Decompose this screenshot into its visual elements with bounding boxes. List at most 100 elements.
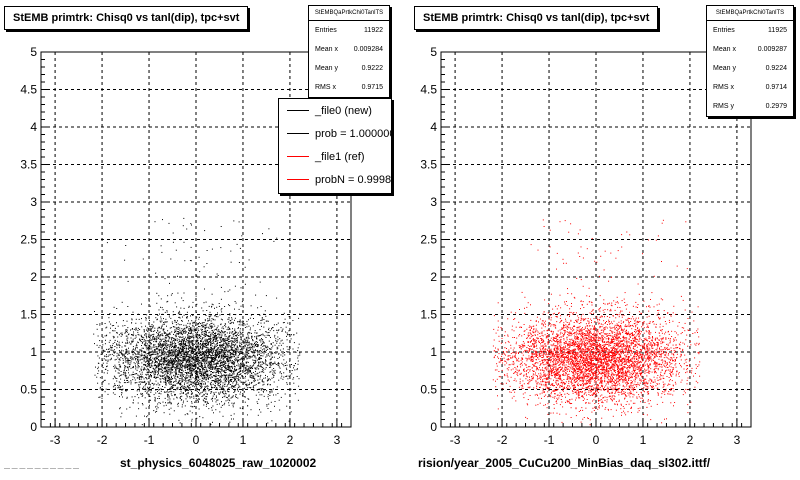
scatter-point bbox=[153, 376, 155, 378]
scatter-point bbox=[179, 361, 181, 363]
scatter-point bbox=[296, 332, 298, 334]
scatter-point bbox=[146, 378, 148, 380]
scatter-point bbox=[193, 321, 195, 323]
scatter-point bbox=[169, 363, 171, 365]
scatter-point bbox=[251, 381, 253, 383]
scatter-point bbox=[229, 400, 231, 402]
scatter-point bbox=[196, 372, 198, 374]
scatter-point bbox=[230, 337, 232, 339]
scatter-point bbox=[191, 343, 193, 345]
scatter-point bbox=[221, 368, 223, 370]
scatter-point bbox=[244, 340, 246, 342]
scatter-point bbox=[197, 345, 199, 347]
scatter-point bbox=[106, 372, 108, 374]
scatter-point bbox=[211, 293, 213, 295]
scatter-point bbox=[208, 363, 210, 365]
scatter-point bbox=[179, 317, 181, 319]
scatter-point bbox=[183, 217, 185, 219]
scatter-point bbox=[227, 363, 229, 365]
scatter-point bbox=[202, 347, 204, 349]
scatter-point bbox=[235, 353, 237, 355]
scatter-point bbox=[219, 352, 221, 354]
scatter-point bbox=[157, 368, 159, 369]
scatter-point bbox=[196, 384, 198, 386]
scatter-point bbox=[159, 368, 161, 370]
scatter-point bbox=[182, 329, 184, 331]
scatter-point bbox=[218, 351, 220, 353]
scatter-point bbox=[183, 352, 185, 354]
scatter-point bbox=[187, 364, 189, 366]
scatter-point bbox=[220, 353, 222, 355]
scatter-point bbox=[171, 387, 173, 389]
scatter-point bbox=[171, 368, 172, 370]
scatter-point bbox=[129, 356, 131, 358]
scatter-point bbox=[177, 333, 179, 335]
scatter-point bbox=[276, 297, 278, 299]
scatter-point bbox=[266, 347, 268, 349]
scatter-point bbox=[144, 390, 146, 392]
scatter-point bbox=[261, 394, 263, 396]
scatter-point bbox=[201, 339, 203, 341]
scatter-point bbox=[146, 356, 148, 358]
scatter-point bbox=[221, 330, 223, 332]
scatter-point bbox=[204, 324, 206, 326]
scatter-point bbox=[225, 346, 226, 348]
scatter-point bbox=[257, 403, 259, 404]
scatter-point bbox=[169, 380, 171, 382]
scatter-point bbox=[136, 394, 138, 396]
scatter-point bbox=[127, 367, 129, 369]
scatter-point bbox=[176, 388, 178, 390]
scatter-point bbox=[169, 347, 171, 349]
scatter-point bbox=[99, 340, 101, 342]
scatter-point bbox=[189, 379, 191, 381]
scatter-point bbox=[201, 357, 202, 359]
scatter-point bbox=[216, 337, 218, 339]
scatter-point bbox=[176, 355, 178, 357]
scatter-point bbox=[232, 406, 234, 408]
scatter-point bbox=[229, 341, 231, 342]
scatter-point bbox=[191, 358, 193, 360]
scatter-point bbox=[122, 396, 123, 398]
scatter-point bbox=[116, 355, 118, 357]
scatter-point bbox=[185, 387, 187, 389]
scatter-point bbox=[170, 393, 172, 395]
scatter-point bbox=[227, 374, 229, 376]
scatter-point bbox=[288, 334, 290, 335]
scatter-point bbox=[211, 357, 213, 359]
scatter-point bbox=[157, 318, 158, 320]
scatter-point bbox=[230, 322, 232, 324]
scatter-point bbox=[150, 372, 152, 374]
scatter-point bbox=[239, 373, 241, 375]
scatter-point bbox=[265, 374, 266, 376]
scatter-point bbox=[181, 377, 183, 379]
scatter-point bbox=[281, 373, 282, 375]
scatter-point bbox=[183, 314, 185, 316]
scatter-point bbox=[228, 354, 230, 356]
scatter-point bbox=[237, 365, 239, 367]
scatter-point bbox=[213, 339, 214, 341]
scatter-point bbox=[247, 339, 249, 341]
scatter-point bbox=[145, 345, 147, 347]
scatter-point bbox=[237, 347, 239, 349]
scatter-point bbox=[235, 339, 237, 341]
scatter-point bbox=[242, 360, 243, 362]
scatter-point bbox=[164, 341, 166, 343]
scatter-point bbox=[150, 399, 151, 401]
scatter-point bbox=[183, 366, 185, 368]
scatter-point bbox=[271, 356, 273, 358]
scatter-point bbox=[224, 339, 225, 341]
scatter-point bbox=[134, 355, 136, 357]
scatter-point bbox=[167, 300, 169, 302]
scatter-point bbox=[178, 359, 180, 361]
scatter-point bbox=[159, 313, 160, 315]
scatter-point bbox=[203, 375, 204, 376]
scatter-point bbox=[120, 386, 122, 387]
scatter-point bbox=[118, 384, 120, 386]
scatter-point bbox=[271, 391, 273, 393]
scatter-point bbox=[191, 363, 193, 365]
scatter-point bbox=[151, 370, 153, 372]
scatter-point bbox=[206, 263, 208, 264]
scatter-point bbox=[169, 344, 171, 346]
scatter-point bbox=[244, 377, 246, 379]
scatter-point bbox=[174, 356, 176, 358]
